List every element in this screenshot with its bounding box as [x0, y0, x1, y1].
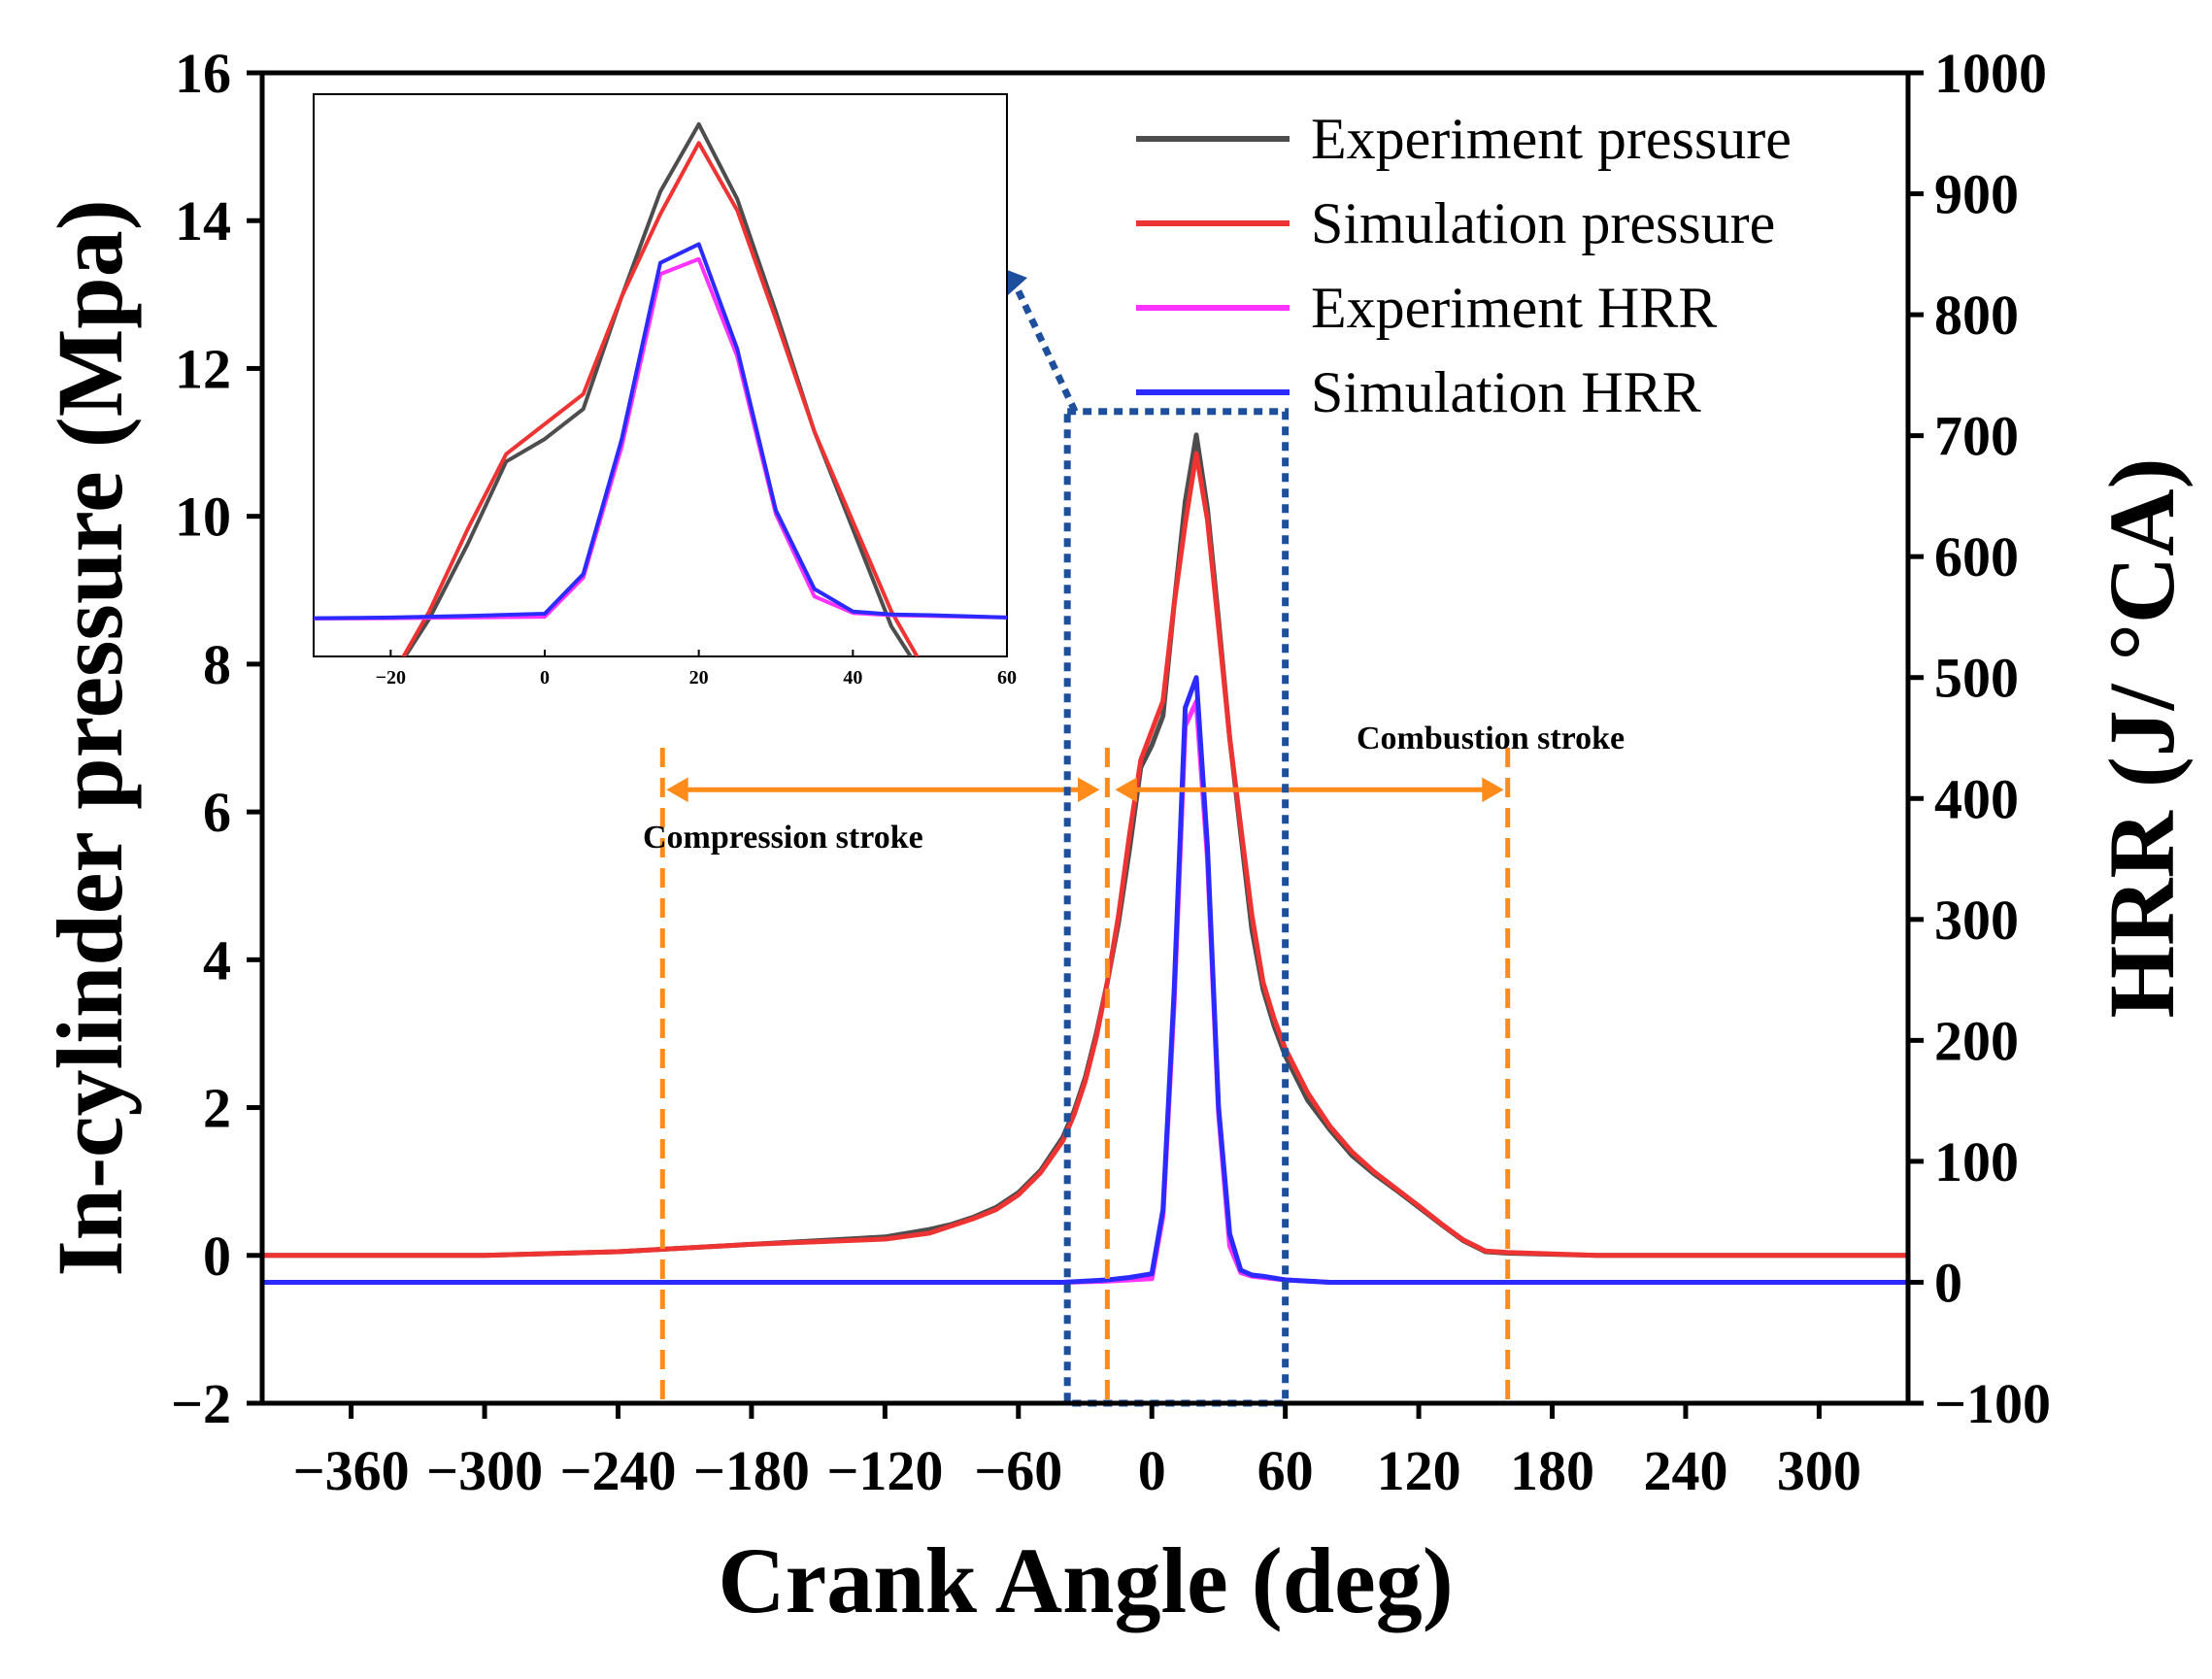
plot-frame [259, 70, 1911, 1406]
x-tick-label: −360 [293, 1439, 410, 1502]
y-left-tick-label: 10 [175, 486, 231, 549]
x-tick-label: 240 [1643, 1439, 1727, 1502]
y-right-tick-label: 800 [1934, 284, 2019, 347]
inset-series-line-experiment-pressure [402, 121, 914, 656]
x-axis-title: Crank Angle (deg) [718, 1528, 1453, 1632]
y-right-tick-label: 700 [1934, 405, 2019, 468]
x-tick-label: 0 [1138, 1439, 1166, 1502]
y-right-tick-label: 100 [1934, 1130, 2019, 1193]
y-right-tick-label: 600 [1934, 525, 2019, 588]
y-right-tick-label: 900 [1934, 163, 2019, 226]
y-left-axis-title: In-cylinder pressure (Mpa) [38, 199, 142, 1276]
legend-label-4: Simulation HRR [1311, 360, 1701, 424]
y-right-tick-label: 0 [1934, 1251, 1962, 1314]
y-right-tick-label: 400 [1934, 767, 2019, 830]
legend-label-2: Simulation pressure [1311, 191, 1775, 255]
inset-series-line-simulation-hrr [314, 242, 1007, 621]
inset-x-tick-label: 40 [843, 667, 862, 688]
y-left-tick-label: −2 [171, 1372, 231, 1435]
y-right-tick-label: 200 [1934, 1009, 2019, 1072]
x-tick-label: −240 [559, 1439, 676, 1502]
y-left-tick-label: 8 [203, 633, 231, 696]
y-left-tick-label: 12 [175, 337, 231, 400]
x-tick-label: −180 [693, 1439, 810, 1502]
y-right-axis-title: HRR (J/ °CA) [2090, 458, 2194, 1019]
inset-x-tick-label: 60 [997, 667, 1017, 688]
x-tick-label: −300 [426, 1439, 543, 1502]
y-left-tick-label: 2 [203, 1077, 231, 1140]
y-right-tick-label: 1000 [1934, 42, 2047, 105]
legend-label-1: Experiment pressure [1311, 107, 1792, 171]
x-tick-label: 120 [1377, 1439, 1461, 1502]
compression-arrow-head-left [666, 777, 688, 803]
series-line-simulation-pressure [262, 451, 1908, 1259]
x-tick-label: 300 [1777, 1439, 1861, 1502]
y-left-tick-label: 16 [175, 42, 231, 105]
zoom-pointer-line [1014, 287, 1079, 414]
zoom-pointer-arrowhead [1002, 268, 1027, 295]
y-left-tick-label: 6 [203, 781, 231, 844]
x-tick-label: 180 [1510, 1439, 1594, 1502]
y-right-tick-label: −100 [1934, 1372, 2051, 1435]
compression-arrow-head-right [1078, 777, 1100, 803]
x-tick-label: 60 [1257, 1439, 1314, 1502]
inset-x-tick-label: 20 [689, 667, 709, 688]
zoom-region-box [1063, 408, 1290, 1407]
x-tick-label: −60 [974, 1439, 1062, 1502]
combustion-arrow-head-right [1482, 777, 1504, 803]
legend-label-3: Experiment HRR [1311, 276, 1717, 340]
y-left-tick-label: 14 [175, 189, 231, 252]
combustion-arrow-head-left [1115, 777, 1137, 803]
inset-x-tick-label: −20 [376, 667, 406, 688]
y-left-tick-label: 0 [203, 1225, 231, 1288]
y-right-tick-label: 300 [1934, 889, 2019, 952]
inset-frame [313, 93, 1008, 657]
series-line-simulation-hrr [262, 675, 1908, 1285]
inset-series-line-simulation-pressure [401, 141, 920, 656]
inset-x-tick-label: 0 [540, 667, 550, 688]
combustion-stroke-label: Combustion stroke [1357, 721, 1625, 756]
x-tick-label: −120 [826, 1439, 943, 1502]
y-right-tick-label: 500 [1934, 647, 2019, 710]
compression-stroke-label: Compression stroke [643, 820, 923, 856]
y-left-tick-label: 4 [203, 928, 231, 991]
